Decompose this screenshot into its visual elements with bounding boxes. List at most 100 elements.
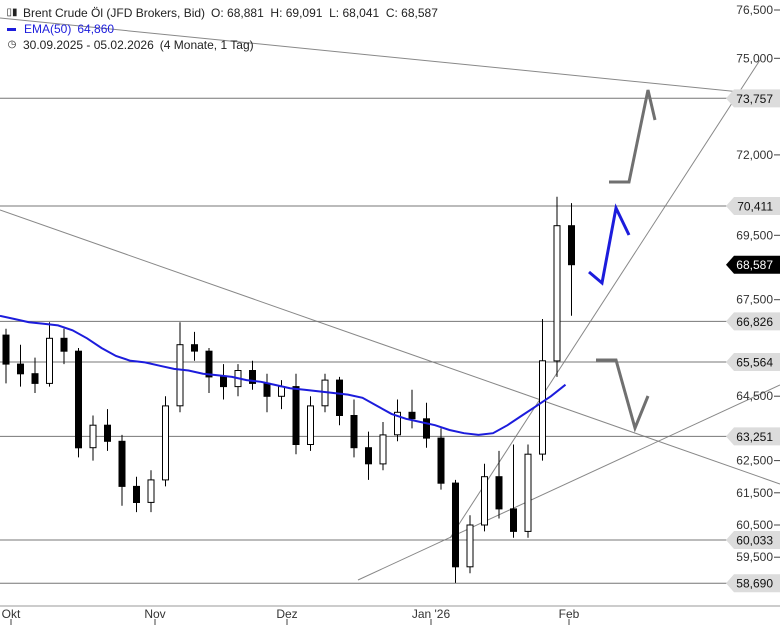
candle — [524, 444, 532, 538]
projection-bull-path — [588, 203, 631, 286]
y-tick-label: 69,500 — [736, 228, 773, 242]
candlestick-icon: ▯▮ — [6, 7, 18, 18]
trendlines-layer — [0, 17, 780, 581]
candle-body-down — [263, 382, 271, 397]
candle — [510, 444, 517, 538]
candles — [2, 196, 575, 583]
y-tick-label: 67,500 — [736, 293, 773, 307]
ema-label: EMA(50) — [24, 22, 72, 36]
legend-ema-row: EMA(50) 64,860 — [6, 21, 438, 37]
candle-body-down — [118, 440, 126, 487]
candle-body-down — [205, 350, 213, 378]
candle — [481, 463, 488, 532]
candle — [307, 396, 314, 451]
trendline-steep-support — [449, 59, 761, 539]
candle-body-up — [162, 405, 169, 481]
candle-body-up — [553, 225, 561, 362]
trendline-lower-support — [357, 384, 780, 581]
candle-body-down — [60, 337, 68, 352]
candle-body-down — [17, 363, 24, 375]
candle — [408, 389, 416, 429]
candle — [553, 196, 561, 377]
period-label: (4 Monate, 1 Tag) — [159, 38, 254, 52]
ohlc-values: O: 68,881 H: 69,091 L: 68,041 C: 68,587 — [211, 6, 438, 20]
clock-icon: ◷ — [7, 39, 17, 50]
candle — [263, 373, 271, 413]
price-level-label-text: 63,251 — [736, 430, 773, 444]
price-level-label-shape — [726, 312, 780, 331]
y-tick-label: 59,500 — [736, 550, 773, 564]
candle — [292, 373, 300, 455]
ema-value: 64,860 — [77, 22, 115, 36]
price-levels — [0, 97, 728, 584]
y-tick-label: 72,000 — [736, 148, 773, 162]
candle — [31, 357, 39, 393]
candle-body-down — [350, 415, 358, 449]
candle-body-up — [394, 411, 401, 436]
candle — [495, 450, 503, 519]
price-level-label-text: 58,690 — [736, 577, 773, 591]
candle — [234, 364, 242, 397]
candle — [104, 409, 111, 451]
candle — [466, 515, 474, 574]
price-level-label: 60,033 — [726, 531, 780, 549]
y-tick-label: 60,500 — [736, 518, 773, 532]
candle-body-down — [365, 447, 372, 465]
x-tick-label: Jan '26 — [412, 607, 451, 621]
price-level-label: 63,251 — [726, 427, 780, 446]
candle-body-down — [336, 379, 343, 417]
candle — [2, 328, 10, 384]
candle — [568, 203, 575, 316]
price-level-label: 65,564 — [726, 352, 780, 371]
legend-instrument-row: ▯▮ Brent Crude Öl (JFD Brokers, Bid) O: … — [6, 5, 438, 21]
candle — [133, 476, 140, 513]
candle — [75, 348, 82, 458]
candle-body-down — [423, 418, 430, 439]
price-level-labels: 73,757 70,411 66,826 65,564 63,251 60,033 58,6… — [726, 89, 780, 593]
candle — [539, 319, 546, 461]
price-level-label-text: 60,033 — [736, 534, 773, 548]
x-tick-label: Okt — [2, 607, 21, 621]
candle-body-down — [452, 482, 459, 568]
price-level-label: 58,690 — [726, 574, 780, 593]
candle — [162, 396, 169, 487]
x-tick-label: Feb — [559, 607, 580, 621]
ema-line-icon — [7, 27, 16, 31]
candle-body-down — [292, 386, 300, 446]
candle-body-up — [539, 360, 546, 455]
candle-body-down — [220, 376, 227, 388]
y-tick-label: 61,500 — [736, 486, 773, 500]
candle-body-up — [46, 337, 53, 384]
candle — [365, 431, 372, 480]
candle — [249, 360, 256, 390]
x-axis: Okt Nov Dez Jan '26 Feb — [0, 605, 780, 625]
x-tick-label: Dez — [276, 607, 297, 621]
price-level-label-shape — [726, 427, 780, 446]
candle-body-up — [278, 386, 285, 397]
y-tick-label: 62,500 — [736, 454, 773, 468]
current-price-label-shape — [726, 255, 780, 274]
candle — [46, 322, 53, 387]
projection-down-path — [596, 358, 650, 433]
candle — [191, 331, 198, 361]
candle-body-down — [249, 370, 256, 384]
y-tick-label: 76,500 — [736, 3, 773, 17]
candle — [437, 428, 445, 490]
projection-arrows — [588, 89, 657, 433]
candle — [147, 470, 155, 513]
candle — [350, 399, 358, 458]
candle — [394, 399, 401, 442]
x-tick-label: Nov — [144, 607, 165, 621]
candle-body-down — [437, 437, 445, 484]
candle-body-down — [31, 373, 39, 384]
candle-body-up — [481, 476, 488, 526]
y-tick-label: 75,000 — [736, 51, 773, 65]
candle — [205, 348, 213, 393]
candle — [60, 328, 68, 365]
price-level-label-text: 73,757 — [736, 92, 773, 106]
candle — [278, 380, 285, 410]
candle — [452, 479, 459, 583]
candle — [89, 415, 97, 461]
candle-body-up — [89, 424, 97, 449]
